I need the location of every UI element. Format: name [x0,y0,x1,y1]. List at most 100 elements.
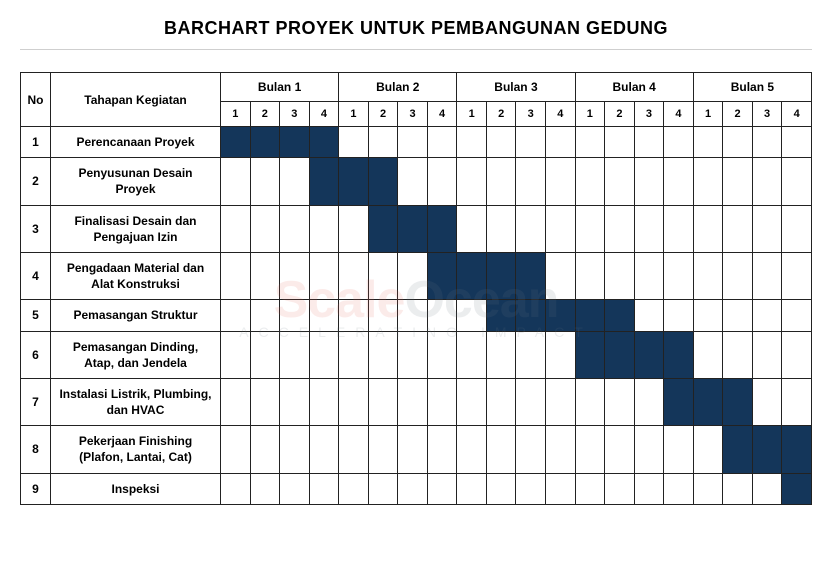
gantt-thead: NoTahapan KegiatanBulan 1Bulan 2Bulan 3B… [21,73,812,127]
gantt-cell [634,300,664,331]
table-row: 1Perencanaan Proyek [21,127,812,158]
gantt-cell [664,158,694,205]
gantt-cell [605,205,635,252]
gantt-cell [634,331,664,378]
row-no: 2 [21,158,51,205]
gantt-cell [634,252,664,299]
gantt-cell [250,127,280,158]
gantt-cell [752,473,782,504]
col-month-4: Bulan 4 [575,73,693,102]
gantt-cell [250,331,280,378]
gantt-cell [693,205,723,252]
col-no: No [21,73,51,127]
col-month-1: Bulan 1 [221,73,339,102]
gantt-cell [250,158,280,205]
gantt-cell [575,473,605,504]
gantt-cell [752,378,782,425]
col-month-2: Bulan 2 [339,73,457,102]
gantt-cell [782,252,812,299]
gantt-table: NoTahapan KegiatanBulan 1Bulan 2Bulan 3B… [20,72,812,505]
gantt-cell [398,426,428,473]
gantt-cell [752,158,782,205]
gantt-cell [457,300,487,331]
row-activity: Finalisasi Desain dan Pengajuan Izin [51,205,221,252]
gantt-cell [339,300,369,331]
gantt-cell [693,252,723,299]
gantt-cell [664,300,694,331]
col-week: 2 [723,102,753,127]
gantt-cell [782,378,812,425]
gantt-cell [221,205,251,252]
gantt-cell [752,331,782,378]
col-week: 3 [634,102,664,127]
gantt-cell [221,426,251,473]
gantt-cell [457,158,487,205]
gantt-cell [575,205,605,252]
gantt-cell [693,426,723,473]
row-no: 1 [21,127,51,158]
gantt-cell [427,473,457,504]
gantt-cell [605,127,635,158]
gantt-cell [782,331,812,378]
gantt-cell [723,127,753,158]
col-week: 2 [486,102,516,127]
gantt-cell [309,473,339,504]
gantt-cell [250,205,280,252]
gantt-cell [634,127,664,158]
table-row: 3Finalisasi Desain dan Pengajuan Izin [21,205,812,252]
gantt-cell [280,158,310,205]
gantt-cell [427,426,457,473]
row-no: 8 [21,426,51,473]
gantt-cell [575,158,605,205]
col-week: 1 [457,102,487,127]
gantt-cell [723,426,753,473]
gantt-cell [398,331,428,378]
gantt-cell [575,300,605,331]
gantt-cell [280,127,310,158]
gantt-cell [368,158,398,205]
gantt-cell [427,252,457,299]
gantt-cell [723,473,753,504]
table-row: 6Pemasangan Dinding, Atap, dan Jendela [21,331,812,378]
row-no: 5 [21,300,51,331]
gantt-cell [427,300,457,331]
gantt-cell [546,127,576,158]
gantt-cell [398,378,428,425]
gantt-cell [723,331,753,378]
gantt-cell [486,473,516,504]
gantt-cell [427,378,457,425]
col-week: 4 [309,102,339,127]
gantt-cell [516,331,546,378]
gantt-cell [546,205,576,252]
gantt-cell [486,158,516,205]
row-no: 7 [21,378,51,425]
table-row: 5Pemasangan Struktur [21,300,812,331]
gantt-cell [575,331,605,378]
gantt-cell [486,300,516,331]
gantt-cell [486,426,516,473]
gantt-cell [457,331,487,378]
gantt-cell [457,426,487,473]
gantt-cell [221,300,251,331]
row-no: 3 [21,205,51,252]
gantt-cell [398,205,428,252]
gantt-cell [782,158,812,205]
gantt-cell [339,158,369,205]
gantt-cell [516,378,546,425]
col-week: 4 [782,102,812,127]
row-no: 4 [21,252,51,299]
table-row: 4Pengadaan Material dan Alat Konstruksi [21,252,812,299]
gantt-cell [634,205,664,252]
gantt-cell [605,331,635,378]
gantt-cell [634,473,664,504]
gantt-cell [309,378,339,425]
gantt-cell [516,205,546,252]
gantt-cell [368,331,398,378]
col-week: 2 [250,102,280,127]
col-week: 3 [516,102,546,127]
gantt-cell [280,205,310,252]
gantt-cell [752,205,782,252]
gantt-cell [339,473,369,504]
col-week: 4 [546,102,576,127]
gantt-cell [368,127,398,158]
